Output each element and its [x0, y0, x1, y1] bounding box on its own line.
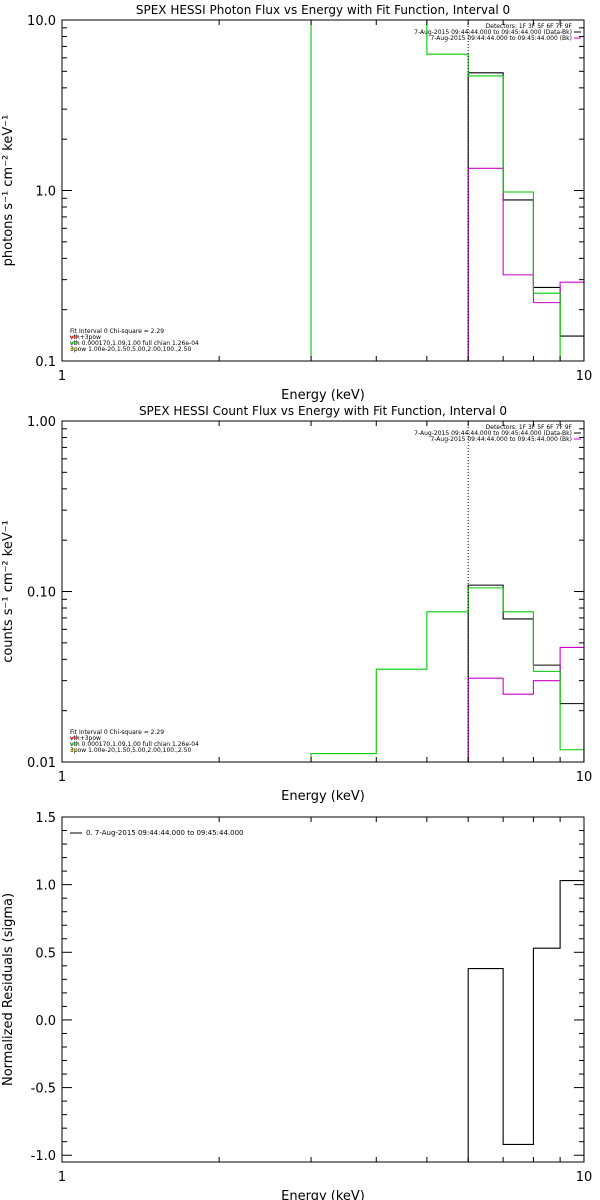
y-tick-label: 1.5 [35, 811, 56, 826]
y-tick-label: 1.00 [27, 415, 56, 430]
y-axis-label: counts s⁻¹ cm⁻² keV⁻¹ [1, 520, 16, 663]
chart-0: SPEX HESSI Photon Flux vs Energy with Fi… [1, 3, 593, 403]
legend-entry: Detectors: 1F 3F 5F 6F 7F 9F [486, 424, 573, 431]
x-tick-label: 10 [576, 369, 593, 384]
legend-entry: Detectors: 1F 3F 5F 6F 7F 9F [486, 23, 573, 30]
y-tick-label: 10.0 [27, 14, 56, 29]
x-tick-label: 1 [58, 770, 66, 785]
x-axis-label: Energy (keV) [281, 388, 365, 403]
series-line-2 [310, 587, 584, 762]
y-tick-label: 1.0 [35, 185, 56, 200]
y-tick-label: -1.0 [31, 1149, 56, 1164]
x-tick-label: 1 [58, 369, 66, 384]
chart-2: 1 10 -1.0 -0.5 0.0 0.5 1.0 1.5 Energy (keV) Norma… [1, 811, 592, 1200]
legend-entry: 3pow 1.00e-20,1.50,5.00,2.00,100.,2.50 [70, 747, 191, 754]
series-group [310, 584, 584, 762]
legend-entry: 7-Aug-2015 09:44:44.000 to 09:45:44.000 … [430, 35, 572, 42]
series-line-1 [467, 646, 584, 762]
y-axis-label: photons s⁻¹ cm⁻² keV⁻¹ [1, 115, 16, 267]
y-tick-label: 0.0 [35, 1014, 56, 1029]
legend-entry: vth+3pow [70, 735, 101, 742]
legend-entry: Fit Interval 0 Chi-square = 2.29 [70, 729, 164, 736]
legend-entry: vth+3pow [70, 334, 101, 341]
plot-frame [61, 816, 585, 1163]
series-line-2 [310, 20, 561, 361]
x-tick-label: 1 [58, 1170, 66, 1185]
x-axis-label: Energy (keV) [281, 1189, 365, 1200]
x-tick-label: 10 [576, 770, 593, 785]
legend-entry: 3pow 1.00e-20,1.50,5.00,2.00,100.,2.50 [70, 346, 191, 353]
legend-entry: vth 0.000170,1.09,1.00 full chian 1.26e-… [70, 741, 199, 748]
y-tick-label: 0.1 [35, 355, 56, 370]
series-line-0 [467, 72, 584, 361]
x-axis-label: Energy (keV) [281, 789, 365, 804]
series-line-1 [467, 167, 584, 361]
series-line-0 [467, 880, 584, 1162]
legend-entry: Fit Interval 0 Chi-square = 2.29 [70, 328, 164, 335]
series-group [467, 880, 584, 1162]
y-tick-label: 0.5 [35, 946, 56, 961]
legend-entry: 7-Aug-2015 09:44:44.000 to 09:45:44.000 … [414, 430, 572, 437]
y-tick-label: 0.01 [27, 756, 56, 771]
plot-frame [61, 420, 585, 763]
y-tick-label: -0.5 [31, 1082, 56, 1097]
legend-entry: vth 0.000170,1.09,1.00 full chian 1.26e-… [70, 340, 199, 347]
legend-entry: 7-Aug-2015 09:44:44.000 to 09:45:44.000 … [430, 436, 572, 443]
y-tick-label: 0.10 [27, 586, 56, 601]
x-tick-label: 10 [576, 1170, 593, 1185]
chart-1: SPEX HESSI Count Flux vs Energy with Fit… [1, 404, 592, 804]
legend-entry: 7-Aug-2015 09:44:44.000 to 09:45:44.000 … [414, 29, 572, 36]
chart-title: SPEX HESSI Photon Flux vs Energy with Fi… [136, 3, 510, 17]
y-tick-label: 1.0 [35, 879, 56, 894]
chart-title: SPEX HESSI Count Flux vs Energy with Fit… [139, 404, 507, 418]
legend-entry: 0. 7-Aug-2015 09:44:44.000 to 09:45:44.0… [86, 829, 244, 837]
y-axis-label: Normalized Residuals (sigma) [1, 893, 16, 1086]
plot-frame [61, 19, 585, 362]
series-group [310, 20, 584, 361]
